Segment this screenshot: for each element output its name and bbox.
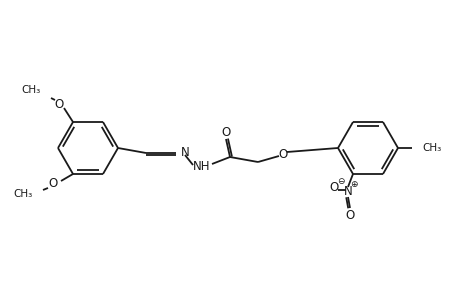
Text: O: O — [54, 98, 63, 110]
Text: O: O — [329, 182, 338, 194]
Text: O: O — [278, 148, 287, 160]
Text: ⊖: ⊖ — [336, 178, 344, 187]
Text: O: O — [345, 209, 354, 223]
Text: ⊕: ⊕ — [349, 181, 357, 190]
Text: N: N — [180, 146, 190, 158]
Text: O: O — [221, 127, 230, 140]
Text: CH₃: CH₃ — [421, 143, 440, 153]
Text: N: N — [343, 185, 352, 199]
Text: CH₃: CH₃ — [14, 189, 33, 199]
Text: O: O — [48, 178, 57, 190]
Text: NH: NH — [193, 160, 210, 173]
Text: CH₃: CH₃ — [22, 85, 41, 95]
